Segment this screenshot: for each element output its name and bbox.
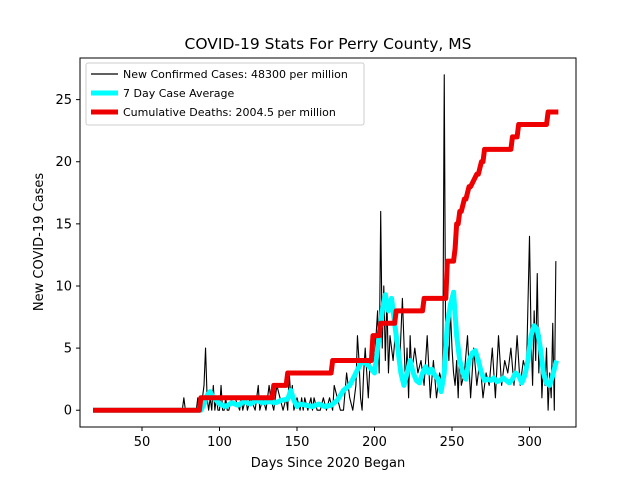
legend-box	[85, 62, 365, 126]
y-tick-label: 25	[55, 93, 72, 108]
legend-label-cumulative-deaths: Cumulative Deaths: 2004.5 per million	[123, 106, 336, 119]
x-tick-label: 150	[285, 435, 310, 450]
x-tick-label: 250	[440, 435, 465, 450]
legend-label-7-day-average: 7 Day Case Average	[123, 87, 235, 100]
plot-area-frame	[79, 57, 577, 428]
x-tick-label: 100	[207, 435, 232, 450]
x-axis-ticks: 50 100 150 200 250 300	[134, 427, 542, 450]
chart-title: COVID-19 Stats For Perry County, MS	[185, 35, 472, 53]
y-tick-label: 20	[55, 155, 72, 170]
y-tick-label: 0	[64, 404, 72, 419]
y-axis-ticks: 0 5 10 15 20 25	[55, 93, 80, 419]
legend-label-new-cases: New Confirmed Cases: 48300 per million	[123, 68, 348, 81]
y-axis-label: New COVID-19 Cases	[32, 173, 47, 311]
x-tick-label: 50	[134, 435, 151, 450]
x-tick-label: 300	[517, 435, 542, 450]
series-line-cumulative-deaths	[93, 109, 559, 413]
series-line-7-day-average	[93, 289, 559, 413]
series-layer	[93, 74, 559, 413]
x-axis-label: Days Since 2020 Began	[251, 456, 406, 471]
y-tick-label: 5	[64, 342, 72, 357]
legend: New Confirmed Cases: 48300 per million 7…	[85, 62, 365, 126]
y-tick-label: 10	[55, 279, 72, 294]
x-tick-label: 200	[362, 435, 387, 450]
y-tick-label: 15	[55, 217, 72, 232]
